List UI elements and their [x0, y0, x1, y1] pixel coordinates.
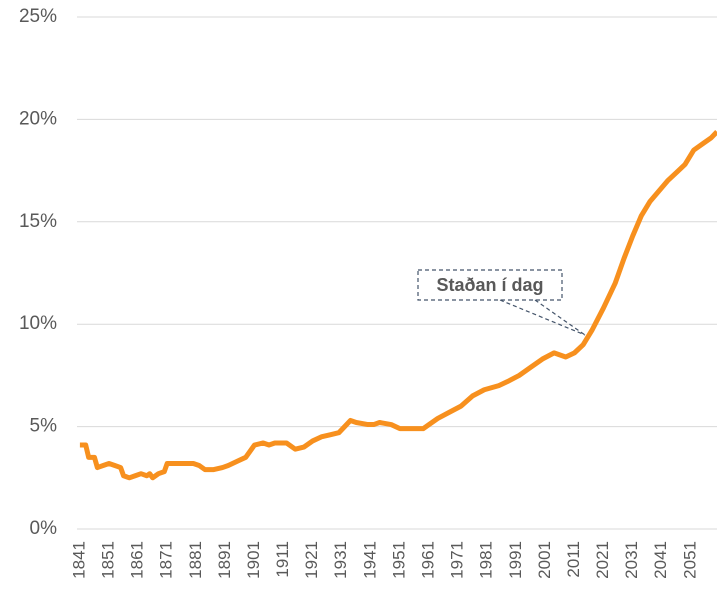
x-tick-label: 1961	[418, 541, 437, 579]
x-tick-label: 2051	[680, 541, 699, 579]
y-tick-label: 0%	[30, 518, 58, 539]
x-tick-label: 1921	[302, 541, 321, 579]
x-tick-label: 2001	[535, 541, 554, 579]
x-tick-label: 1901	[244, 541, 263, 579]
x-tick-label: 1871	[157, 541, 176, 579]
x-tick-label: 1851	[98, 541, 117, 579]
x-tick-label: 2041	[651, 541, 670, 579]
y-tick-label: 5%	[30, 416, 58, 437]
x-tick-label: 1991	[506, 541, 525, 579]
x-tick-label: 1971	[448, 541, 467, 579]
annotation-arrow	[534, 299, 586, 336]
annotation-arrow	[499, 299, 586, 336]
x-tick-label: 1951	[389, 541, 408, 579]
x-tick-label: 1941	[360, 541, 379, 579]
x-tick-label: 2011	[564, 541, 583, 578]
y-tick-label: 20%	[19, 108, 57, 129]
x-tick-label: 1891	[215, 541, 234, 579]
x-tick-label: 1981	[477, 541, 496, 579]
annotation: Staðan í dag	[436, 275, 543, 295]
y-tick-label: 25%	[19, 6, 57, 27]
x-tick-label: 1911	[273, 541, 292, 578]
y-tick-label: 10%	[19, 313, 57, 334]
x-tick-label: 1861	[128, 541, 147, 579]
data-line	[79, 129, 717, 481]
x-tick-label: 2021	[593, 541, 612, 579]
x-tick-label: 2031	[622, 541, 641, 579]
x-tick-label: 1931	[331, 541, 350, 579]
annotation-box	[417, 269, 563, 301]
x-tick-label: 1881	[186, 541, 205, 579]
y-tick-label: 15%	[19, 211, 57, 232]
x-tick-label: 1841	[69, 541, 88, 579]
